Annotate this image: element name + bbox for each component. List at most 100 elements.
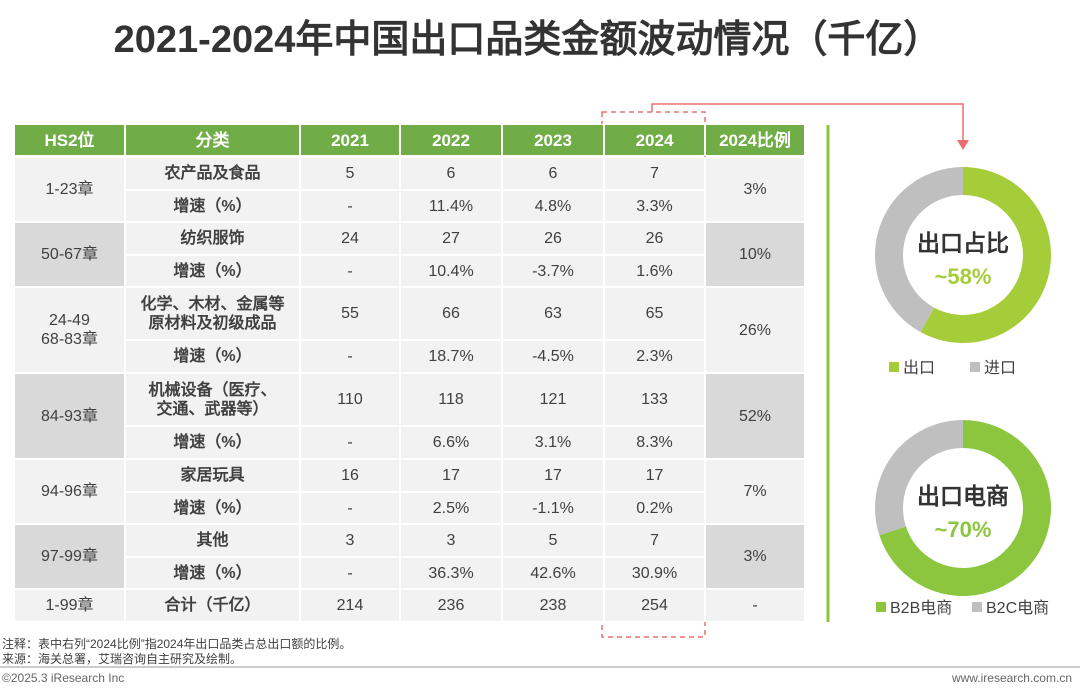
category-cell: 其他 xyxy=(125,524,300,557)
center-label: 出口占比 xyxy=(917,230,1009,256)
header-cell: HS2位 xyxy=(14,124,125,156)
hs-cell: 97-99章 xyxy=(14,524,125,589)
category-cell: 增速（%） xyxy=(125,255,300,287)
legend-swatch xyxy=(970,362,980,372)
value-cell: 236 xyxy=(400,589,502,622)
legend-label: 进口 xyxy=(984,359,1016,377)
value-cell: 26 xyxy=(604,222,705,255)
value-cell: 16 xyxy=(300,459,400,492)
value-cell: 24 xyxy=(300,222,400,255)
value-cell: 238 xyxy=(502,589,604,622)
share-cell: - xyxy=(705,589,805,622)
value-cell: 7 xyxy=(604,157,705,190)
value-cell: 10.4% xyxy=(400,255,502,287)
share-cell: 26% xyxy=(705,287,805,373)
value-cell: 18.7% xyxy=(400,340,502,373)
legend-label: 出口 xyxy=(903,359,935,377)
legend-swatch xyxy=(889,362,899,372)
value-cell: 63 xyxy=(502,287,604,340)
footer-right: www.iresearch.com.cn xyxy=(951,671,1072,685)
value-cell: - xyxy=(300,255,400,287)
center-label: 出口电商 xyxy=(917,483,1009,509)
value-cell: 17 xyxy=(604,459,705,492)
category-cell: 合计（千亿） xyxy=(125,589,300,622)
share-cell: 10% xyxy=(705,222,805,287)
value-cell: 4.8% xyxy=(502,190,604,222)
legend-swatch xyxy=(876,602,886,612)
arrow-head xyxy=(957,140,969,150)
title: 2021-2024年中国出口品类金额波动情况（千亿） xyxy=(113,19,942,61)
category-cell: 增速（%） xyxy=(125,340,300,373)
value-cell: 66 xyxy=(400,287,502,340)
value-cell: 30.9% xyxy=(604,557,705,589)
header-cell: 分类 xyxy=(125,124,300,156)
hs-cell: 94-96章 xyxy=(14,459,125,524)
legend-label: B2B电商 xyxy=(890,599,952,617)
value-cell: 5 xyxy=(502,524,604,557)
category-cell: 增速（%） xyxy=(125,190,300,222)
note: 来源：海关总署，艾瑞咨询自主研究及绘制。 xyxy=(2,652,243,666)
header-cell: 2021 xyxy=(300,124,400,156)
category-cell: 化学、木材、金属等 原材料及初级成品 xyxy=(125,287,300,340)
connector xyxy=(651,103,964,140)
hs-cell: 24-49 68-83章 xyxy=(14,287,125,373)
value-cell: 0.2% xyxy=(604,492,705,524)
value-cell: - xyxy=(300,492,400,524)
value-cell: 6.6% xyxy=(400,426,502,459)
footer-left: ©2025.3 iResearch Inc xyxy=(2,671,125,685)
legend-label: B2C电商 xyxy=(986,599,1049,617)
category-cell: 增速（%） xyxy=(125,492,300,524)
value-cell: 214 xyxy=(300,589,400,622)
value-cell: 121 xyxy=(502,373,604,426)
value-cell: 133 xyxy=(604,373,705,426)
value-cell: 1.6% xyxy=(604,255,705,287)
value-cell: 65 xyxy=(604,287,705,340)
share-cell: 7% xyxy=(705,459,805,524)
share-cell: 3% xyxy=(705,524,805,589)
value-cell: - xyxy=(300,557,400,589)
value-cell: -1.1% xyxy=(502,492,604,524)
donut-segment xyxy=(920,167,1051,343)
share-cell: 3% xyxy=(705,157,805,222)
value-cell: 11.4% xyxy=(400,190,502,222)
value-cell: 110 xyxy=(300,373,400,426)
value-cell: 26 xyxy=(502,222,604,255)
value-cell: 3 xyxy=(300,524,400,557)
value-cell: 118 xyxy=(400,373,502,426)
value-cell: 17 xyxy=(400,459,502,492)
value-cell: 3.3% xyxy=(604,190,705,222)
value-cell: 254 xyxy=(604,589,705,622)
header-cell: 2024 xyxy=(604,124,705,156)
value-cell: - xyxy=(300,190,400,222)
category-cell: 增速（%） xyxy=(125,557,300,589)
hs-cell: 50-67章 xyxy=(14,222,125,287)
value-cell: 5 xyxy=(300,157,400,190)
value-cell: 17 xyxy=(502,459,604,492)
category-cell: 纺织服饰 xyxy=(125,222,300,255)
value-cell: -3.7% xyxy=(502,255,604,287)
legend-swatch xyxy=(972,602,982,612)
donut-segment xyxy=(875,420,963,536)
donut-segment xyxy=(875,167,963,333)
value-cell: 2.3% xyxy=(604,340,705,373)
header-cell: 2022 xyxy=(400,124,502,156)
value-cell: - xyxy=(300,340,400,373)
value-cell: 55 xyxy=(300,287,400,340)
value-cell: 8.3% xyxy=(604,426,705,459)
share-cell: 52% xyxy=(705,373,805,459)
value-cell: 6 xyxy=(502,157,604,190)
donut-segment xyxy=(879,420,1051,596)
note: 注释：表中右列“2024比例”指2024年出口品类占总出口额的比例。 xyxy=(2,637,352,651)
header-cell: 2024比例 xyxy=(705,124,805,156)
value-cell: 36.3% xyxy=(400,557,502,589)
category-cell: 机械设备（医疗、 交通、武器等） xyxy=(125,373,300,426)
category-cell: 家居玩具 xyxy=(125,459,300,492)
value-cell: 3.1% xyxy=(502,426,604,459)
value-cell: 2.5% xyxy=(400,492,502,524)
value-cell: 27 xyxy=(400,222,502,255)
hs-cell: 84-93章 xyxy=(14,373,125,459)
value-cell: -4.5% xyxy=(502,340,604,373)
value-cell: 42.6% xyxy=(502,557,604,589)
value-cell: - xyxy=(300,426,400,459)
